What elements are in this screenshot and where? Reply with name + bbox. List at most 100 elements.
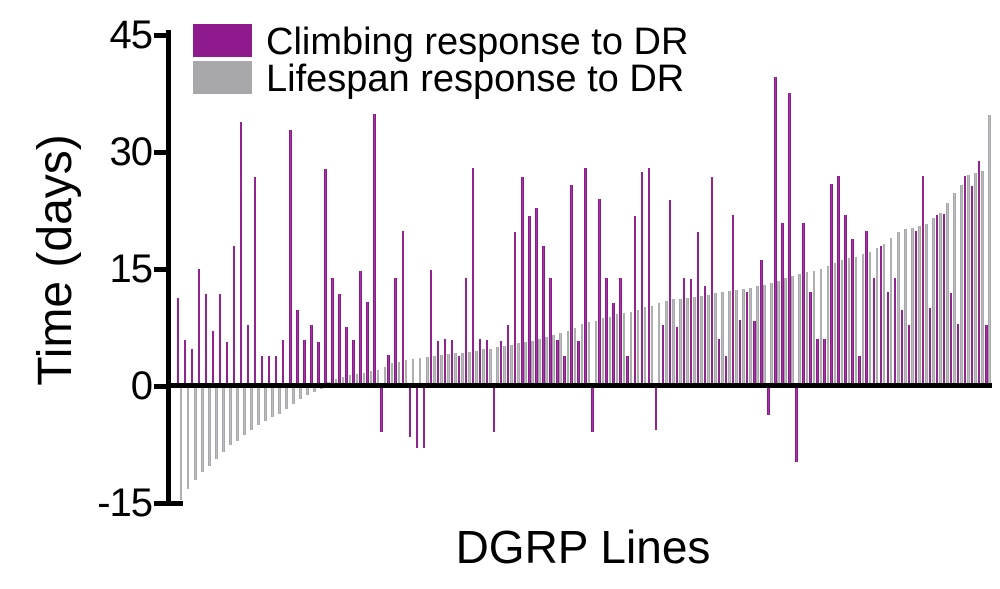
climbing-bar	[640, 172, 643, 386]
climbing-bar	[506, 325, 510, 386]
climbing-bar	[816, 339, 819, 386]
climbing-bar	[682, 277, 686, 386]
lifespan-bar	[186, 386, 190, 489]
legend-swatch-climbing	[193, 24, 252, 57]
lifespan-bar	[299, 386, 302, 400]
climbing-bar	[422, 386, 426, 449]
lifespan-bar	[636, 309, 640, 386]
climbing-bar	[753, 321, 756, 386]
zero-baseline	[166, 383, 992, 388]
climbing-bar	[331, 278, 334, 386]
climbing-bar	[183, 340, 186, 386]
climbing-bar	[760, 260, 763, 386]
y-axis-line	[166, 30, 171, 503]
lifespan-bar	[193, 386, 197, 480]
lifespan-bar	[207, 386, 211, 466]
lifespan-bar	[875, 247, 879, 386]
lifespan-bar	[341, 376, 345, 386]
climbing-bar	[717, 339, 721, 386]
climbing-bar	[513, 231, 517, 386]
lifespan-bar	[215, 386, 218, 459]
climbing-bar	[619, 277, 622, 386]
climbing-bar	[577, 340, 580, 386]
climbing-bar	[928, 308, 932, 386]
y-tick-mark	[154, 32, 166, 38]
lifespan-bar	[833, 262, 837, 386]
climbing-bar	[338, 294, 341, 386]
x-axis-title: DGRP Lines	[455, 521, 711, 573]
climbing-bar	[949, 293, 953, 386]
climbing-bar	[296, 310, 299, 386]
lifespan-bar	[489, 348, 492, 386]
lifespan-bar	[749, 287, 752, 386]
legend-label-climbing: Climbing response to DR	[266, 21, 689, 63]
lifespan-bar	[425, 357, 429, 386]
climbing-bar	[317, 341, 320, 386]
climbing-bar	[970, 186, 974, 386]
lifespan-bar	[819, 269, 823, 386]
lifespan-bar	[461, 352, 464, 386]
lifespan-bar	[306, 386, 309, 396]
climbing-bar	[310, 325, 313, 386]
lifespan-bar	[910, 227, 914, 386]
lifespan-bar	[974, 173, 977, 386]
climbing-bar	[408, 386, 411, 437]
lifespan-bar	[229, 386, 232, 446]
climbing-bar	[907, 325, 911, 386]
lifespan-bar	[594, 320, 598, 386]
lifespan-bar	[257, 386, 260, 425]
lifespan-bar	[362, 372, 366, 386]
climbing-bar	[830, 184, 833, 386]
lifespan-bar	[271, 386, 274, 418]
climbing-bar	[647, 168, 650, 386]
lifespan-bar	[587, 322, 591, 386]
y-tick-label: 0	[130, 364, 153, 408]
lifespan-bar	[432, 355, 436, 386]
lifespan-bar	[917, 226, 921, 386]
lifespan-bar	[334, 379, 338, 386]
lifespan-bar	[383, 366, 387, 386]
lifespan-bar	[784, 277, 788, 386]
climbing-bar	[204, 294, 208, 386]
climbing-bar	[591, 386, 594, 432]
climbing-bar	[675, 326, 679, 386]
climbing-bar	[281, 340, 285, 386]
climbing-bar	[499, 340, 503, 386]
climbing-bar	[190, 349, 194, 386]
lifespan-bar	[756, 286, 759, 386]
climbing-bar	[450, 340, 454, 386]
lifespan-bar	[889, 237, 893, 386]
climbing-bar	[394, 278, 397, 386]
lifespan-bar	[805, 272, 809, 386]
climbing-bar	[689, 279, 693, 386]
climbing-bar	[668, 199, 672, 386]
climbing-bar	[893, 278, 897, 386]
climbing-bar	[851, 239, 854, 386]
lifespan-bar	[531, 340, 534, 386]
climbing-bar	[865, 230, 868, 386]
climbing-bar	[781, 223, 784, 386]
climbing-bar	[788, 92, 791, 386]
climbing-bar	[535, 208, 538, 386]
climbing-bar	[436, 340, 440, 386]
lifespan-bar	[939, 212, 942, 386]
climbing-bar	[935, 215, 939, 386]
y-tick-label: 45	[109, 13, 154, 57]
lifespan-bar	[721, 292, 724, 386]
lifespan-bar	[545, 336, 549, 386]
lifespan-bar	[559, 333, 563, 386]
lifespan-bar	[313, 386, 317, 393]
climbing-bar	[521, 177, 524, 386]
lifespan-bar	[200, 386, 204, 472]
legend-label-lifespan: Lifespan response to DR	[266, 58, 685, 100]
lifespan-bar	[840, 259, 844, 386]
climbing-bar	[612, 303, 615, 386]
climbing-bar	[253, 177, 257, 386]
lifespan-bar	[693, 297, 696, 386]
lifespan-bar	[468, 351, 471, 386]
climbing-bar	[985, 325, 988, 386]
climbing-bar	[584, 168, 587, 386]
climbing-bar	[914, 230, 918, 386]
lifespan-bar	[615, 314, 619, 386]
lifespan-bar	[222, 386, 225, 453]
